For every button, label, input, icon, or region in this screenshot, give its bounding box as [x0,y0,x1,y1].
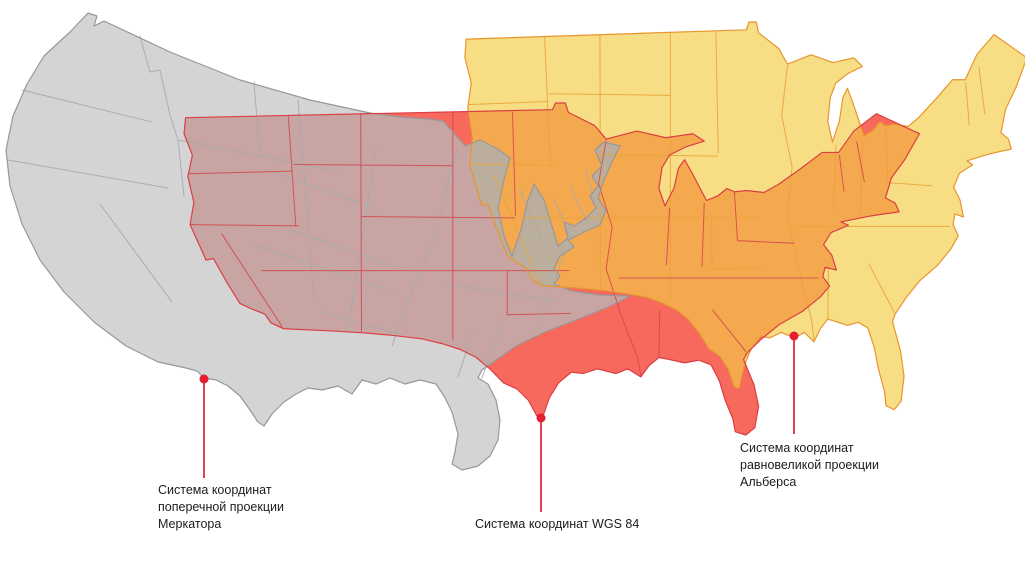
albers-callout-dot [789,331,799,341]
label-line: Альберса [740,475,797,489]
albers-callout-label: Система координат равновеликой проекции … [740,440,879,491]
label-line: Система координат WGS 84 [475,517,640,531]
mercator-callout-dot [199,374,209,384]
wgs84-callout-dot [536,413,546,423]
mercator-callout-label: Система координат поперечной проекции Ме… [158,482,284,533]
label-line: Система координат [158,483,272,497]
label-line: поперечной проекции [158,500,284,514]
label-line: Меркатора [158,517,222,531]
wgs84-callout-label: Система координат WGS 84 [475,516,639,533]
label-line: Система координат [740,441,854,455]
callouts [199,331,799,512]
label-line: равновеликой проекции [740,458,879,472]
